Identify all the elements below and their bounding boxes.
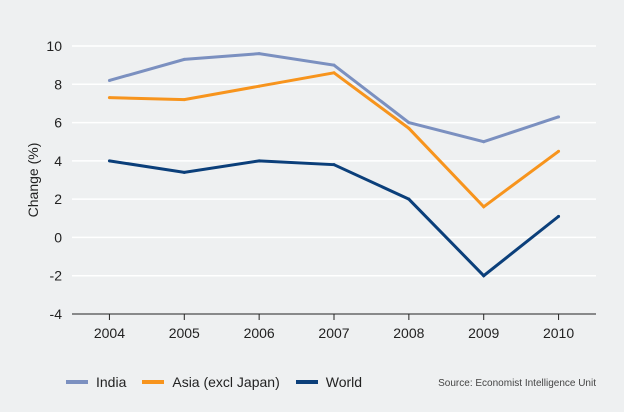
source-note: Source: Economist Intelligence Unit — [438, 378, 596, 389]
series-lines — [107, 52, 561, 278]
y-tick-label: 0 — [54, 229, 62, 245]
data-point-india — [332, 63, 336, 67]
legend: India Asia (excl Japan) World — [66, 374, 378, 390]
y-axis-ticks: 10 8 6 4 2 0 -2 -4 — [46, 38, 62, 322]
legend-item-india: India — [66, 374, 126, 390]
legend-swatch-world — [295, 380, 318, 384]
data-point-india — [407, 121, 411, 125]
x-tick-label: 2010 — [543, 325, 574, 341]
y-axis-label: Change (%) — [25, 143, 41, 218]
data-point-india — [257, 52, 261, 56]
data-point-india — [557, 115, 561, 119]
data-point-asia-excl-japan — [107, 96, 111, 100]
legend-label-india: India — [96, 374, 127, 390]
data-point-world — [407, 197, 411, 201]
x-tick-label: 2004 — [94, 325, 125, 341]
y-tick-label: -2 — [50, 268, 63, 284]
legend-item-asia: Asia (excl Japan) — [142, 374, 280, 390]
data-point-world — [182, 170, 186, 174]
data-point-world — [332, 163, 336, 167]
data-point-world — [257, 159, 261, 163]
y-tick-label: 2 — [54, 191, 62, 207]
x-tick-label: 2009 — [468, 325, 499, 341]
legend-swatch-asia — [142, 380, 165, 384]
x-tick-label: 2008 — [393, 325, 424, 341]
y-tick-label: 8 — [54, 76, 62, 92]
x-tick-label: 2007 — [318, 325, 349, 341]
series-line-india — [109, 52, 560, 144]
data-point-world — [107, 159, 111, 163]
series-line-world — [109, 159, 560, 278]
gridlines — [72, 45, 596, 315]
data-point-asia-excl-japan — [407, 126, 411, 130]
data-point-world — [557, 214, 561, 218]
y-tick-label: 4 — [54, 153, 62, 169]
data-point-india — [107, 78, 111, 82]
x-axis-ticks: 2004 2005 2006 2007 2008 2009 2010 — [94, 314, 574, 341]
data-point-asia-excl-japan — [557, 149, 561, 153]
y-tick-label: 10 — [46, 38, 62, 54]
data-point-asia-excl-japan — [257, 84, 261, 88]
legend-label-asia: Asia (excl Japan) — [172, 374, 280, 390]
x-tick-label: 2006 — [244, 325, 275, 341]
data-point-india — [482, 140, 486, 144]
legend-item-world: World — [295, 374, 363, 390]
data-point-asia-excl-japan — [332, 71, 336, 75]
data-point-india — [182, 57, 186, 61]
data-point-world — [482, 274, 486, 278]
legend-swatch-india — [66, 380, 88, 384]
data-point-asia-excl-japan — [182, 98, 186, 102]
x-tick-label: 2005 — [169, 325, 200, 341]
legend-label-world: World — [325, 374, 363, 390]
y-tick-label: 6 — [54, 115, 62, 131]
data-point-asia-excl-japan — [482, 205, 486, 209]
y-tick-label: -4 — [50, 306, 63, 322]
